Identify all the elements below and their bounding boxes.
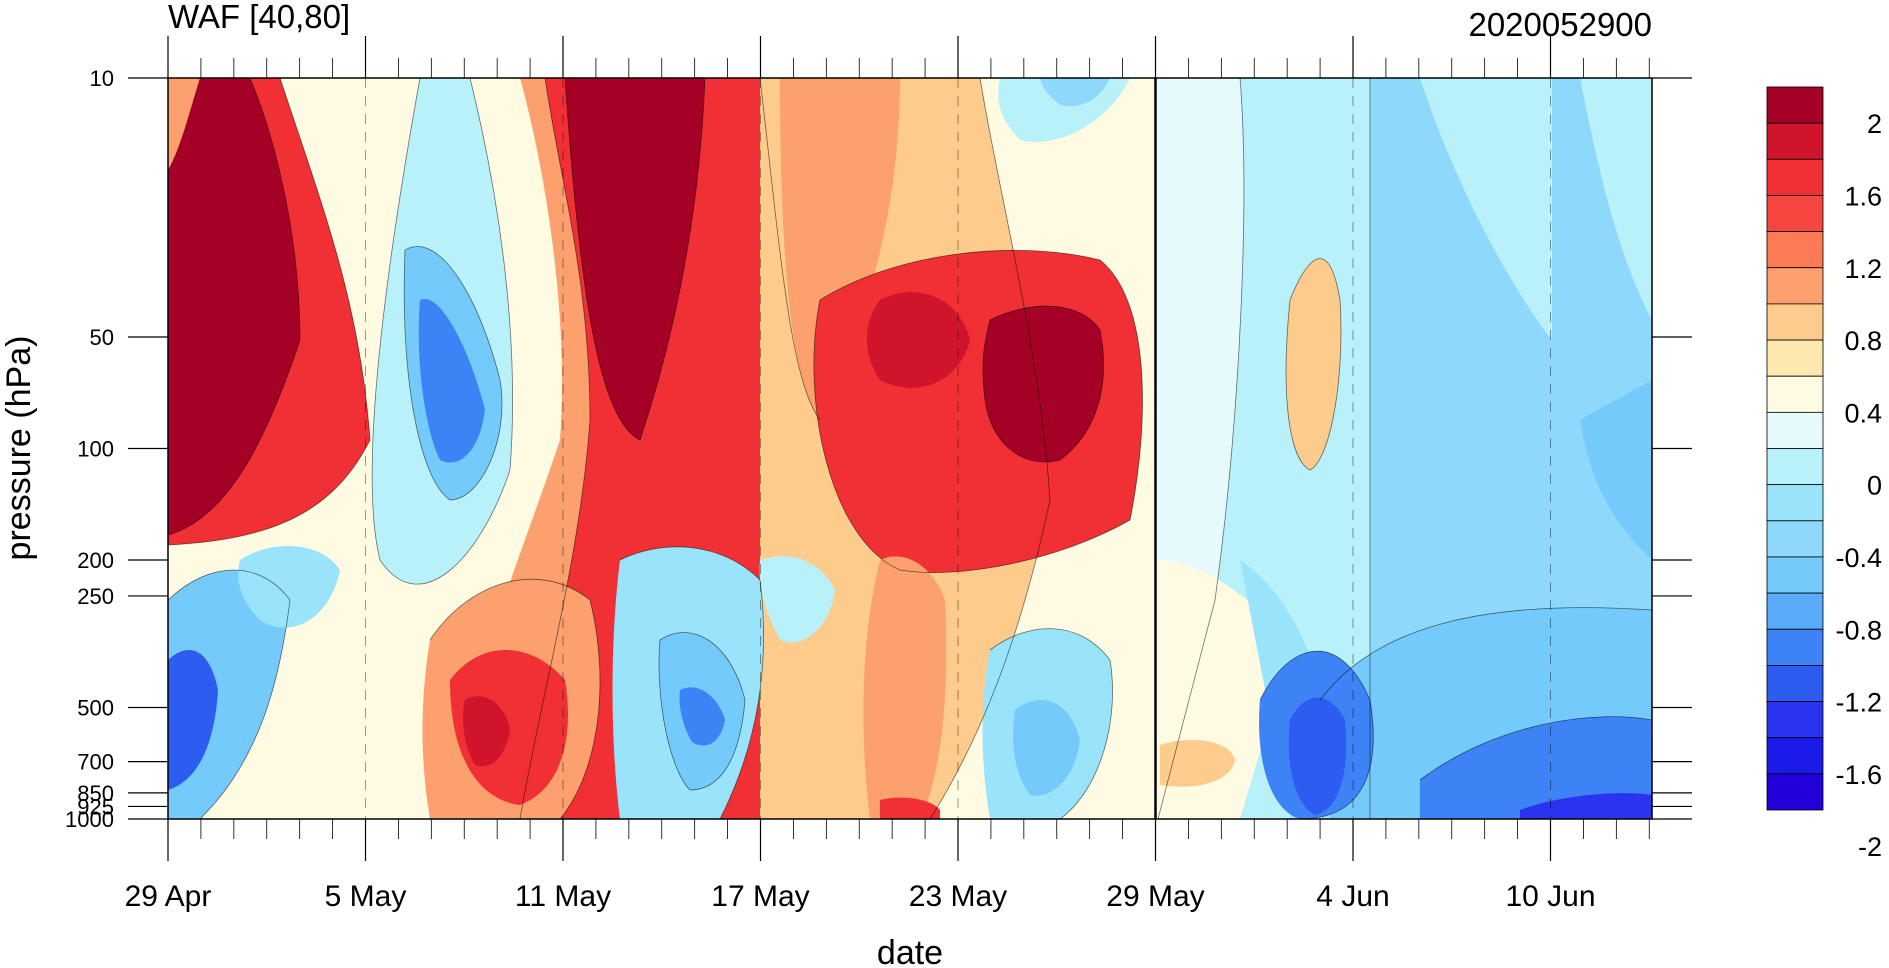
- colorbar-swatch: [1766, 520, 1824, 558]
- colorbar-label: 0.4: [1844, 398, 1882, 428]
- x-tick-label: 23 May: [909, 880, 1007, 913]
- chart-subtitle: 2020052900: [1468, 6, 1652, 43]
- y-tick-label: 200: [77, 548, 114, 573]
- colorbar-swatch: [1766, 303, 1824, 341]
- colorbar: 2 1.6 1.2 0.8 0.4 0 -0.4 -0.8 -1.2 -1.6 -2: [1766, 86, 1882, 862]
- colorbar-swatch: [1766, 86, 1824, 124]
- colorbar-swatch: [1766, 628, 1824, 666]
- y-tick-label: 1000: [65, 807, 114, 832]
- colorbar-swatch: [1766, 592, 1824, 630]
- colorbar-label: -1.6: [1835, 760, 1882, 790]
- y-tick-label: 500: [77, 695, 114, 720]
- colorbar-swatch: [1766, 267, 1824, 305]
- y-tick-label: 100: [77, 437, 114, 462]
- y-axis-label: pressure (hPa): [0, 336, 38, 561]
- colorbar-swatch: [1766, 158, 1824, 196]
- colorbar-swatch: [1766, 448, 1824, 486]
- x-tick-label: 4 Jun: [1316, 880, 1389, 913]
- colorbar-label: -0.4: [1835, 543, 1882, 573]
- colorbar-label: 1.2: [1844, 254, 1882, 284]
- colorbar-swatch: [1766, 556, 1824, 594]
- colorbar-swatch: [1766, 195, 1824, 232]
- colorbar-swatch: [1766, 122, 1824, 160]
- y-tick-label: 700: [77, 750, 114, 775]
- colorbar-swatch: [1766, 484, 1824, 522]
- y-tick-label: 10: [90, 66, 114, 91]
- y-tick-label: 925: [77, 794, 114, 819]
- colorbar-swatch: [1766, 231, 1824, 269]
- colorbar-swatch: [1766, 737, 1824, 775]
- colorbar-label: -1.2: [1835, 688, 1882, 718]
- colorbar-swatch: [1766, 773, 1824, 811]
- x-tick-label: 5 May: [325, 880, 407, 913]
- x-tick-label: 17 May: [711, 880, 809, 913]
- colorbar-swatch: [1766, 411, 1824, 449]
- contour-fill: [168, 78, 1652, 819]
- colorbar-label: -0.8: [1835, 615, 1882, 645]
- y-tick-label: 850: [77, 781, 114, 806]
- x-tick-label: 10 Jun: [1505, 880, 1595, 913]
- x-tick-label: 29 Apr: [125, 880, 212, 913]
- axes: 29 Apr 5 May 11 May 17 May 23 May 29 May 4 Jun…: [65, 36, 1692, 913]
- colorbar-label: 2: [1867, 109, 1882, 139]
- x-axis-label: date: [877, 934, 943, 968]
- contour-lines: [168, 78, 1652, 819]
- y-tick-label: 250: [77, 584, 114, 609]
- y-tick-label: 50: [90, 325, 114, 350]
- colorbar-label: 0: [1867, 471, 1882, 501]
- chart-title: WAF [40,80]: [168, 0, 350, 35]
- colorbar-label: 1.6: [1844, 181, 1882, 211]
- x-tick-label: 29 May: [1106, 880, 1204, 913]
- colorbar-swatch: [1766, 665, 1824, 702]
- colorbar-label: -2: [1858, 832, 1882, 862]
- x-tick-label: 11 May: [515, 880, 611, 913]
- colorbar-swatch: [1766, 339, 1824, 377]
- colorbar-swatch: [1766, 375, 1824, 413]
- colorbar-swatch: [1766, 701, 1824, 739]
- colorbar-label: 0.8: [1844, 326, 1882, 356]
